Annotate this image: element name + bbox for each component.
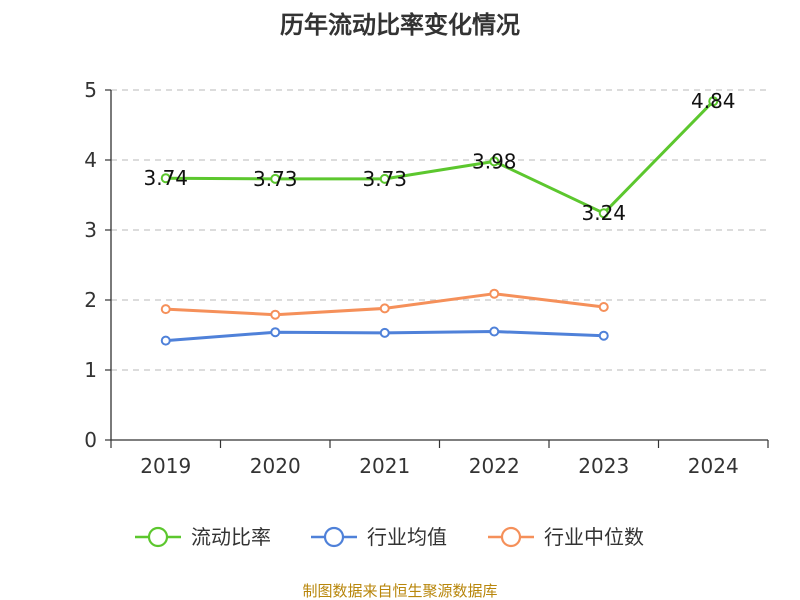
data-label: 3.24 <box>581 201 626 225</box>
data-point <box>489 326 500 337</box>
y-tick-label: 5 <box>84 78 97 102</box>
legend-label: 流动比率 <box>191 525 271 549</box>
data-label: 3.98 <box>472 149 517 173</box>
legend-marker <box>500 526 522 548</box>
source-note: 制图数据来自恒生聚源数据库 <box>302 582 497 600</box>
x-tick-label: 2020 <box>250 454 301 478</box>
data-label: 3.73 <box>253 167 298 191</box>
legend-marker <box>323 526 345 548</box>
legend: 流动比率 行业均值 行业中位数 <box>135 525 644 549</box>
chart-title: 历年流动比率变化情况 <box>280 11 520 39</box>
data-point <box>598 302 609 312</box>
x-tick-label: 2022 <box>469 454 520 478</box>
data-label: 3.74 <box>143 166 188 190</box>
y-tick-label: 0 <box>84 428 97 452</box>
data-point <box>160 173 171 184</box>
series-line-0 <box>165 100 715 215</box>
grid-lines <box>111 89 768 371</box>
data-point <box>160 335 171 346</box>
data-point <box>489 156 500 167</box>
legend-label: 行业均值 <box>367 525 447 549</box>
data-point <box>379 327 390 338</box>
x-tick-label: 2024 <box>688 454 739 478</box>
data-point <box>708 96 719 107</box>
data-labels: 3.74 3.73 3.73 3.98 3.24 4.84 <box>143 89 735 225</box>
data-point <box>270 173 281 184</box>
data-point <box>270 309 281 320</box>
data-point <box>160 304 171 315</box>
legend-marker <box>147 526 169 548</box>
data-point <box>379 303 390 314</box>
data-label: 4.84 <box>691 89 736 113</box>
x-tick-label: 2019 <box>140 454 191 478</box>
data-point <box>598 330 609 341</box>
legend-label: 行业中位数 <box>544 525 644 549</box>
x-tick-label: 2023 <box>578 454 629 478</box>
data-point <box>598 208 609 219</box>
data-point <box>489 288 500 299</box>
x-tick-label: 2021 <box>359 454 410 478</box>
series-lines <box>160 96 719 346</box>
data-point <box>270 327 281 338</box>
axes: 0 1 2 3 4 5 2019 2020 2021 2022 2023 2024 <box>84 78 769 478</box>
y-tick-label: 2 <box>84 288 97 312</box>
y-tick-label: 1 <box>84 358 97 382</box>
y-tick-label: 4 <box>84 148 97 172</box>
y-tick-label: 3 <box>84 218 97 242</box>
data-point <box>379 173 390 184</box>
data-label: 3.73 <box>362 167 407 191</box>
